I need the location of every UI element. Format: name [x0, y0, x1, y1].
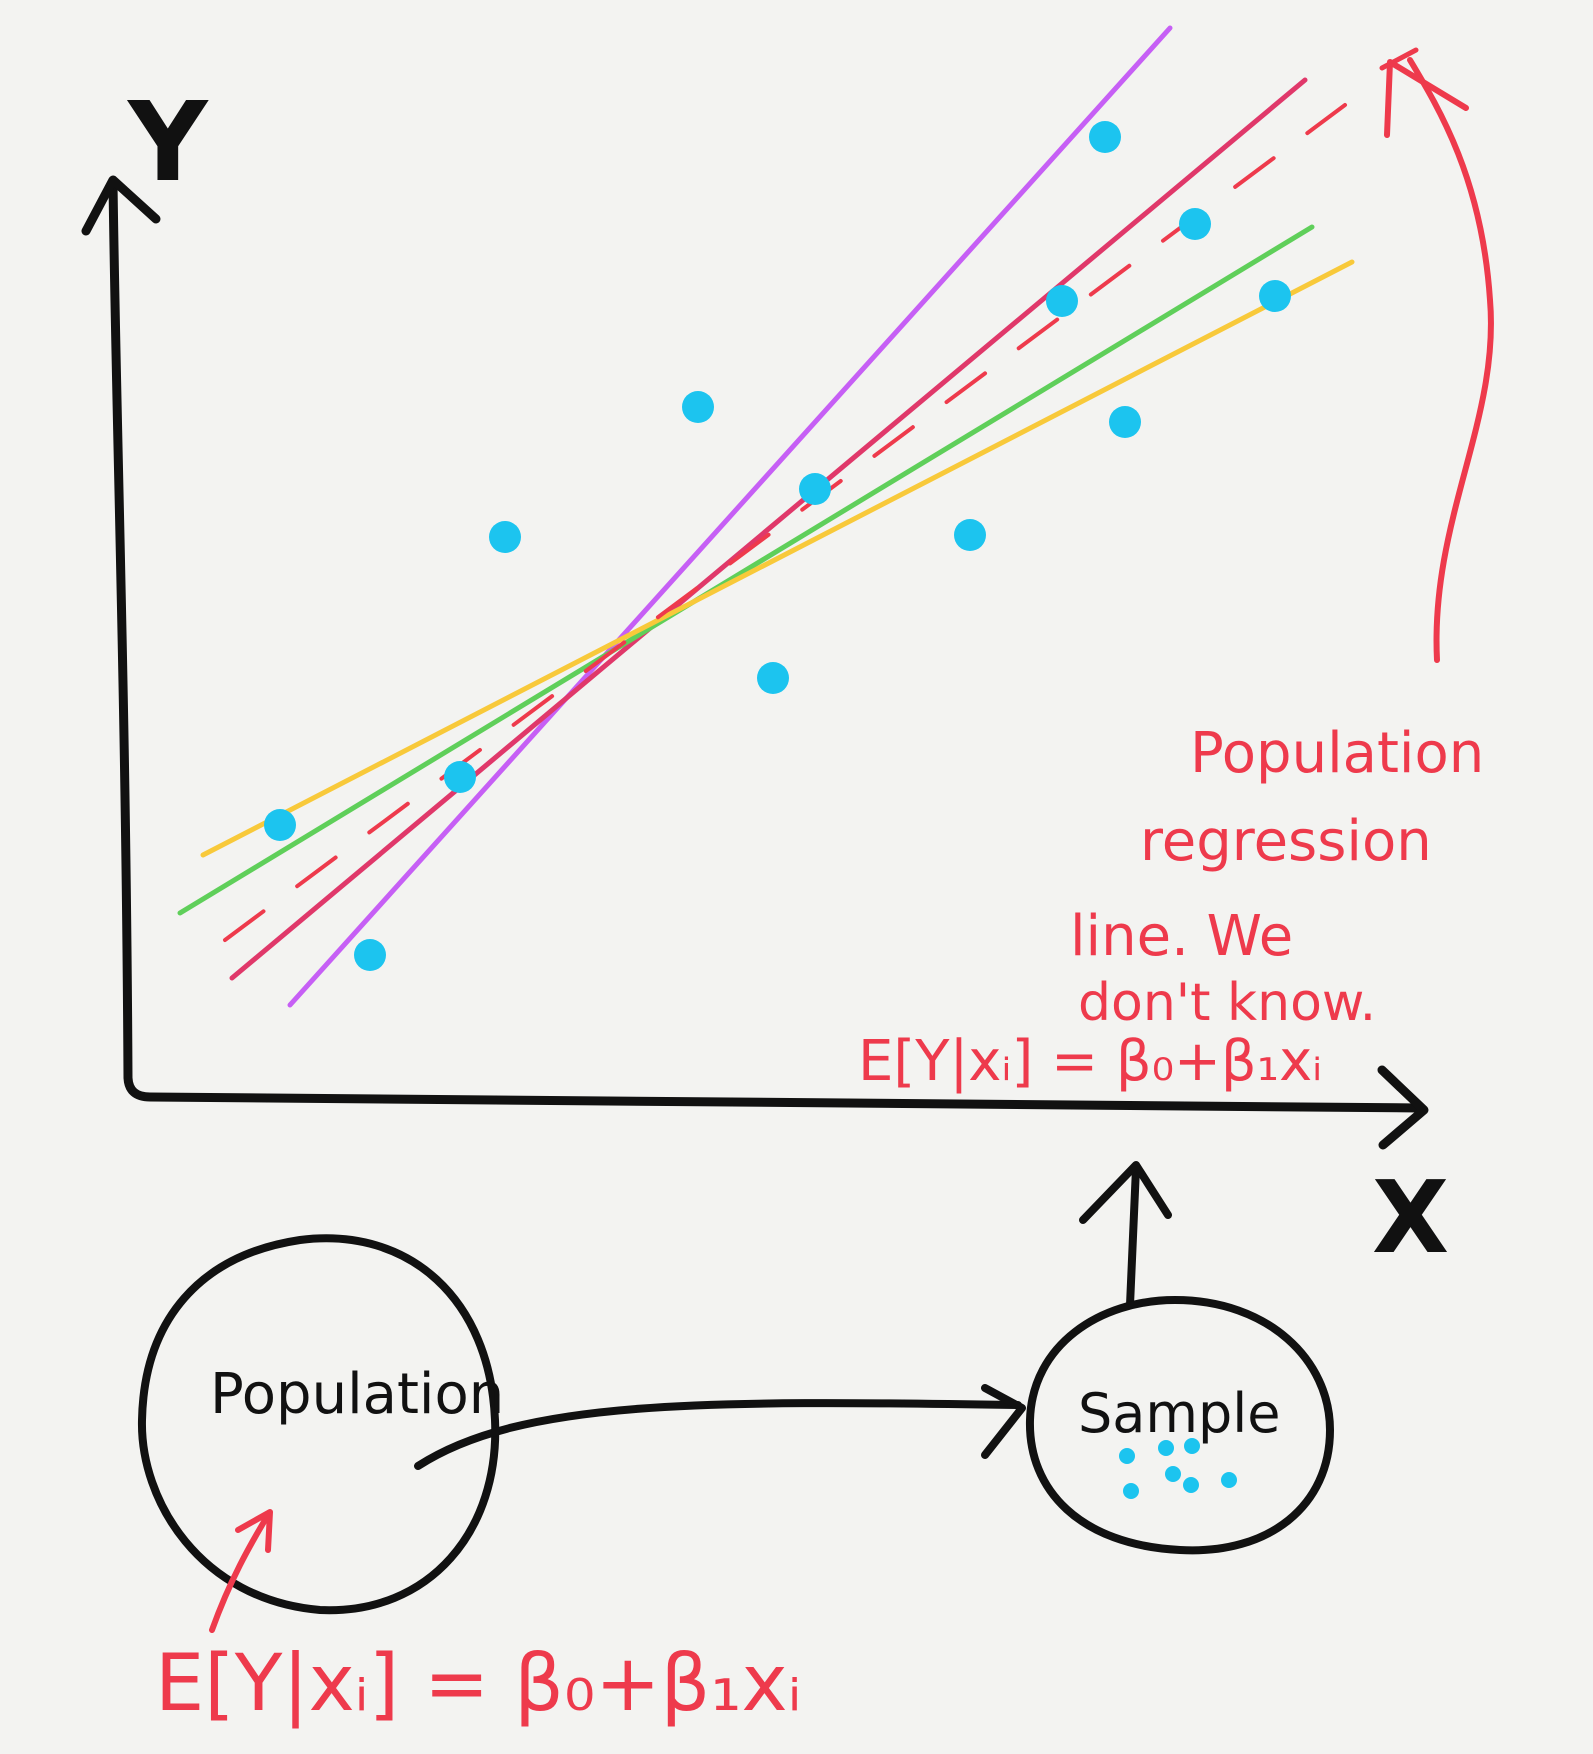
- data-point-1: [1089, 121, 1121, 153]
- population-equation-arrowhead: [235, 1509, 273, 1553]
- data-point-12: [264, 809, 296, 841]
- population-circle: [137, 1234, 500, 1615]
- population-equation-arrow: [209, 1512, 271, 1633]
- annotation-line-1: Population: [1190, 721, 1484, 786]
- sample-dots: [1119, 1438, 1237, 1499]
- annotation-arrowhead: [1384, 59, 1469, 138]
- data-point-6: [1109, 406, 1141, 438]
- population-label: Population: [210, 1362, 504, 1427]
- sample-to-chart-arrow: [1126, 1164, 1140, 1309]
- annotation-text: Population regression line. We don't kno…: [858, 721, 1484, 1094]
- sample-dot-5: [1183, 1477, 1199, 1493]
- annotation-equation: E[Y|xᵢ] = β₀+β₁xᵢ: [858, 1029, 1322, 1094]
- sample-dot-3: [1184, 1438, 1200, 1454]
- data-point-9: [954, 519, 986, 551]
- data-point-13: [354, 939, 386, 971]
- sample-dot-1: [1119, 1448, 1135, 1464]
- annotation-arrow-tail-stroke: [1379, 47, 1419, 71]
- y-axis: [108, 177, 1425, 1113]
- sample-dot-4: [1165, 1466, 1181, 1482]
- annotation-arrow-shaft: [1407, 57, 1494, 663]
- data-point-11: [444, 761, 476, 793]
- data-point-3: [1046, 285, 1078, 317]
- regression-line-1: [287, 25, 1173, 1008]
- sample-dot-6: [1123, 1483, 1139, 1499]
- population-equation: E[Y|xᵢ] = β₀+β₁xᵢ: [155, 1639, 802, 1729]
- data-points: [264, 121, 1291, 971]
- regression-line-2: [229, 77, 1308, 981]
- sample-dot-2: [1158, 1440, 1174, 1456]
- y-axis-arrowhead: [81, 175, 161, 236]
- x-axis-label: X: [1372, 1159, 1449, 1276]
- sample-label: Sample: [1078, 1382, 1280, 1445]
- y-axis-label: Y: [126, 78, 209, 206]
- sample-dot-7: [1221, 1472, 1237, 1488]
- data-point-7: [799, 473, 831, 505]
- population-to-sample-arrow: [414, 1399, 1022, 1470]
- data-point-10: [757, 662, 789, 694]
- x-axis-arrowhead: [1377, 1065, 1429, 1150]
- sample-to-chart-arrowhead: [1079, 1161, 1172, 1224]
- regression-line-4: [200, 259, 1355, 858]
- regression-line-3: [177, 224, 1315, 916]
- data-point-4: [1259, 280, 1291, 312]
- sample-circle: [1025, 1296, 1334, 1555]
- data-point-8: [489, 521, 521, 553]
- data-point-5: [682, 391, 714, 423]
- regression-lines: [177, 25, 1355, 1008]
- annotation-line-4: don't know.: [1078, 973, 1376, 1033]
- annotation-line-3: line. We: [1070, 904, 1293, 969]
- data-point-2: [1179, 208, 1211, 240]
- annotation-line-2: regression: [1140, 809, 1432, 874]
- population-to-sample-arrowhead: [981, 1384, 1026, 1459]
